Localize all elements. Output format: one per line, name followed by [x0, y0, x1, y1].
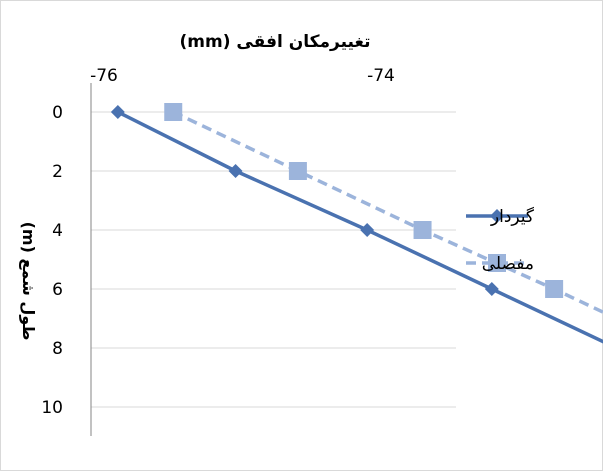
data-point-square: [164, 103, 183, 121]
data-point-square: [413, 221, 432, 239]
legend-label: گیردار: [490, 206, 535, 227]
x-tick-label: -74: [367, 66, 395, 86]
legend: گیردار مفصلی: [466, 206, 535, 274]
chart-title: تغییرمکان افقی (mm): [180, 32, 371, 52]
y-tick-label: 4: [52, 221, 63, 241]
y-tick-label: 6: [52, 280, 63, 300]
gridlines: [91, 111, 456, 408]
data-point-square: [545, 280, 564, 298]
data-point-diamond: [228, 164, 243, 178]
y-tick-label: 10: [41, 398, 63, 418]
axes: -76-74-720246810: [41, 66, 395, 436]
data-point-diamond: [490, 209, 504, 223]
series-hinged: [164, 103, 603, 315]
x-tick-label: -76: [90, 66, 118, 86]
y-axis-title: طول شمع (m): [19, 222, 38, 341]
y-tick-label: 2: [52, 162, 63, 182]
legend-item: مفصلی: [466, 254, 534, 274]
series-layer: [110, 103, 603, 344]
data-point-square: [288, 162, 307, 180]
data-point-diamond: [484, 282, 499, 296]
data-point-diamond: [110, 105, 125, 119]
data-point-diamond: [360, 223, 375, 237]
y-tick-label: 0: [52, 103, 63, 123]
y-tick-label: 8: [52, 339, 63, 359]
data-point-square: [488, 254, 506, 272]
series-line: [172, 110, 603, 315]
series-fixed: [110, 105, 603, 344]
series-line: [117, 110, 603, 344]
legend-item: گیردار: [466, 206, 535, 227]
legend-label: مفصلی: [482, 254, 534, 274]
